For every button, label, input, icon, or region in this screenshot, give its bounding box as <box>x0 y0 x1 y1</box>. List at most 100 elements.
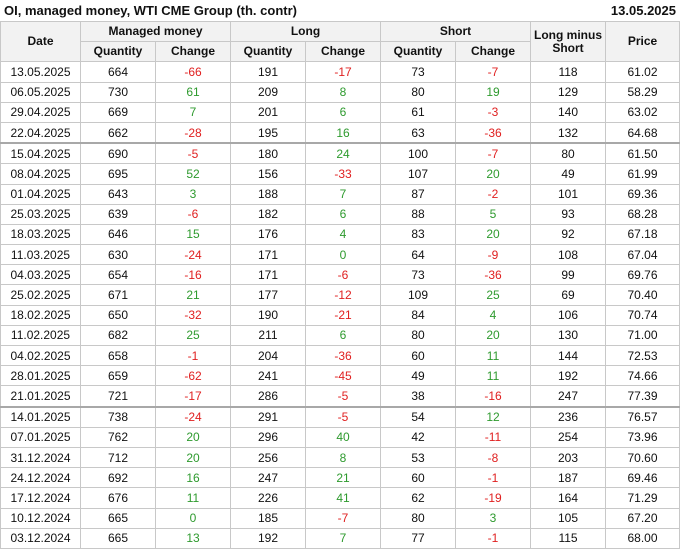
cell: -11 <box>455 426 532 448</box>
row: 31.12.2024 712 20 256 8 53 -8 203 70.60 <box>0 446 680 469</box>
date-cell: 15.04.2025 <box>0 142 81 165</box>
cell: 25 <box>155 324 231 347</box>
date-cell: 03.12.2024 <box>0 527 81 549</box>
cell: 712 <box>80 446 156 469</box>
cell: 665 <box>80 507 156 529</box>
cell: 60 <box>380 467 457 489</box>
cell: 83 <box>380 223 457 246</box>
header-cell: Price <box>605 20 680 63</box>
title-bar: OI, managed money, WTI CME Group (th. co… <box>0 0 680 21</box>
date-cell: 14.01.2025 <box>0 406 81 428</box>
cell: 639 <box>80 203 156 225</box>
cell: 203 <box>530 446 607 469</box>
cell: 646 <box>80 223 156 246</box>
cell: 130 <box>530 324 607 347</box>
cell: 721 <box>80 385 156 408</box>
cell: 6 <box>304 101 382 123</box>
cell: 49 <box>530 163 607 185</box>
date-cell: 17.12.2024 <box>0 487 81 509</box>
cell: 62 <box>380 487 457 509</box>
cell: -7 <box>455 61 532 83</box>
cell: 24 <box>304 142 382 165</box>
title: OI, managed money, WTI CME Group (th. co… <box>4 3 297 18</box>
cell: 41 <box>304 487 382 509</box>
cell: 20 <box>455 324 532 347</box>
cell: -16 <box>455 385 532 408</box>
cell: 80 <box>380 324 457 347</box>
row: 18.03.2025 646 15 176 4 83 20 92 67.18 <box>0 223 680 246</box>
cell: -7 <box>455 142 532 165</box>
cell: 80 <box>380 507 457 529</box>
sub-header: Change <box>155 41 231 63</box>
date-cell: 04.03.2025 <box>0 264 81 286</box>
cell: -24 <box>155 244 231 266</box>
cell: 187 <box>530 467 607 489</box>
cell: -62 <box>155 365 231 387</box>
cell: 177 <box>230 284 306 306</box>
cell: 88 <box>380 203 457 225</box>
cell: 7 <box>155 101 231 123</box>
row: 10.12.2024 665 0 185 -7 80 3 105 67.20 <box>0 507 680 529</box>
cell: 68.00 <box>605 527 680 549</box>
cell: 73 <box>380 61 457 83</box>
cell: 69.36 <box>605 183 680 205</box>
cell: 129 <box>530 81 607 103</box>
cell: 67.20 <box>605 507 680 529</box>
cell: -45 <box>304 365 382 387</box>
cell: 692 <box>80 467 156 489</box>
cell: -32 <box>155 304 231 326</box>
cell: -9 <box>455 244 532 266</box>
cell: 664 <box>80 61 156 83</box>
cell: 650 <box>80 304 156 326</box>
cell: 188 <box>230 183 306 205</box>
cell: -28 <box>155 121 231 145</box>
cell: -1 <box>455 527 532 549</box>
cell: 11 <box>455 365 532 387</box>
date-cell: 11.03.2025 <box>0 244 81 266</box>
cell: 164 <box>530 487 607 509</box>
cell: 67.04 <box>605 244 680 266</box>
cell: 13 <box>155 527 231 549</box>
cell: -36 <box>455 264 532 286</box>
cell: -12 <box>304 284 382 306</box>
cell: 195 <box>230 121 306 145</box>
cell: -7 <box>304 507 382 529</box>
row: 22.04.2025 662 -28 195 16 63 -36 132 64.68 <box>0 121 680 145</box>
cell: 108 <box>530 244 607 266</box>
date-cell: 22.04.2025 <box>0 121 81 145</box>
cell: 40 <box>304 426 382 448</box>
cell: 730 <box>80 81 156 103</box>
date-cell: 01.04.2025 <box>0 183 81 205</box>
cell: -17 <box>304 61 382 83</box>
cell: 101 <box>530 183 607 205</box>
cell: 4 <box>304 223 382 246</box>
row: 11.03.2025 630 -24 171 0 64 -9 108 67.04 <box>0 244 680 266</box>
cell: 180 <box>230 142 306 165</box>
cell: 662 <box>80 121 156 145</box>
cell: 654 <box>80 264 156 286</box>
cell: 256 <box>230 446 306 469</box>
cell: 286 <box>230 385 306 408</box>
cell: 87 <box>380 183 457 205</box>
row: 14.01.2025 738 -24 291 -5 54 12 236 76.57 <box>0 406 680 428</box>
cell: -3 <box>455 101 532 123</box>
cell: -8 <box>455 446 532 469</box>
cell: -5 <box>304 406 382 428</box>
date-cell: 18.03.2025 <box>0 223 81 246</box>
cell: 99 <box>530 264 607 286</box>
cell: 115 <box>530 527 607 549</box>
cell: 171 <box>230 244 306 266</box>
cell: 71.00 <box>605 324 680 347</box>
cell: 105 <box>530 507 607 529</box>
cell: 132 <box>530 121 607 145</box>
cell: 665 <box>80 527 156 549</box>
cell: -24 <box>155 406 231 428</box>
cell: -66 <box>155 61 231 83</box>
date-cell: 06.05.2025 <box>0 81 81 103</box>
cell: 61 <box>155 81 231 103</box>
cell: 254 <box>530 426 607 448</box>
cell: 156 <box>230 163 306 185</box>
date-cell: 24.12.2024 <box>0 467 81 489</box>
sub-header: Quantity <box>230 41 306 63</box>
report-date: 13.05.2025 <box>610 3 676 18</box>
